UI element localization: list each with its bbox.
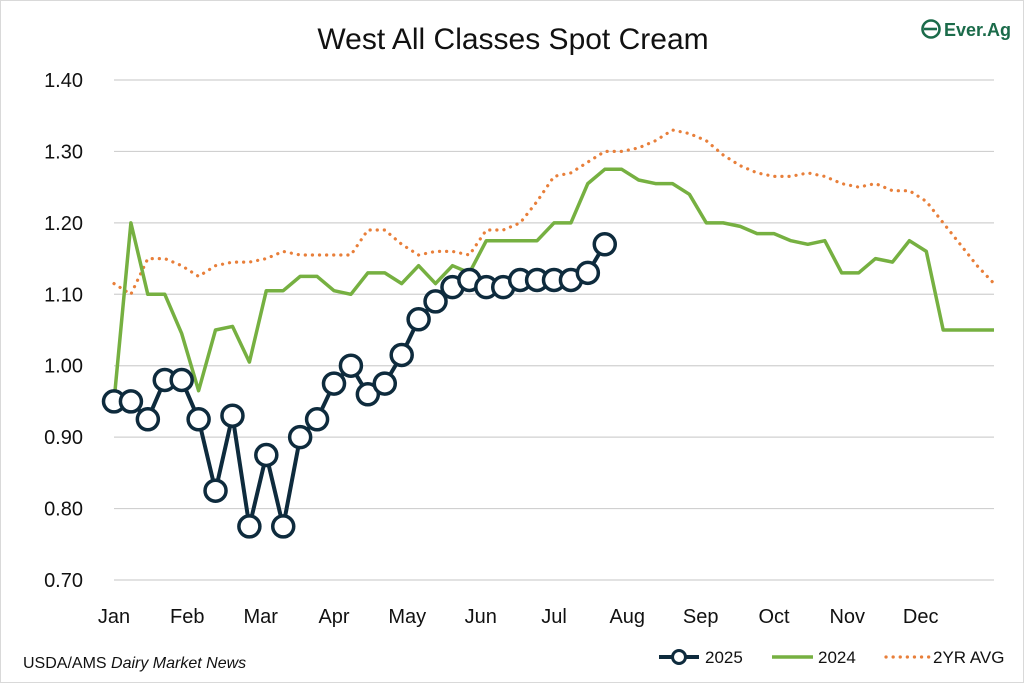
data-point-2025 [406,307,431,332]
x-tick-label: Mar [243,606,278,628]
y-tick-label: 1.10 [44,284,83,306]
ever-ag-logo-mark [921,19,941,39]
y-axis-ticks: 0.70 0.80 0.90 1.00 1.10 1.20 1.30 1.40 [44,70,83,592]
x-tick-label: Jul [541,606,567,628]
data-point-2025 [169,367,194,393]
data-point-2025 [270,514,296,539]
data-point-2025 [135,407,161,432]
y-tick-label: 1.30 [44,141,83,163]
x-tick-label: Dec [903,606,939,628]
x-tick-label: Apr [318,606,349,628]
marker-layer [101,232,618,539]
legend-label-2yr-avg: 2YR AVG [933,648,1005,667]
x-tick-label: Sep [683,606,719,628]
y-tick-label: 0.80 [44,499,83,521]
ever-ag-logo-text: Ever.Ag [944,20,1011,40]
y-tick-label: 0.90 [44,427,83,449]
data-point-2025 [372,371,398,396]
source-prefix: USDA/AMS [23,655,111,672]
data-point-2025 [355,382,381,407]
data-point-2025 [423,289,448,314]
source-note: USDA/AMS Dairy Market News [23,655,246,672]
data-point-2025 [220,403,245,428]
x-tick-label: May [388,606,426,628]
x-tick-label: Oct [758,606,790,628]
x-tick-label: Jun [465,606,497,628]
data-point-2025 [287,424,313,450]
source-italic: Dairy Market News [111,655,246,672]
series-layer [112,128,996,529]
data-point-2025 [304,407,330,432]
x-tick-label: Aug [609,606,645,628]
series-line-2024 [112,167,994,402]
data-point-2025 [389,342,414,368]
y-tick-label: 1.00 [44,356,83,378]
x-tick-label: Feb [170,606,204,628]
chart-title: West All Classes Spot Cream [317,23,708,56]
legend-marker-2025 [671,649,687,665]
data-point-2025 [237,514,262,539]
x-tick-label: Jan [98,606,130,628]
data-point-2025 [118,389,144,414]
legend: 2025 2024 2YR AVG [659,648,1005,667]
data-point-2025 [254,442,279,468]
data-point-2025 [186,407,211,432]
y-gridlines [114,79,994,581]
data-point-2025 [321,371,347,396]
data-point-2025 [592,232,618,257]
x-axis-ticks: Jan Feb Mar Apr May Jun Jul Aug Sep Oct Nov Dec [98,606,939,628]
data-point-2025 [575,260,601,286]
y-tick-label: 0.70 [44,570,83,592]
y-tick-label: 1.40 [44,70,83,92]
data-point-2025 [338,353,364,378]
data-point-2025 [203,478,228,503]
legend-label-2024: 2024 [818,648,856,667]
x-tick-label: Nov [829,606,865,628]
legend-label-2025: 2025 [705,648,743,667]
ever-ag-logo: Ever.Ag [921,19,1011,40]
y-tick-label: 1.20 [44,213,83,235]
